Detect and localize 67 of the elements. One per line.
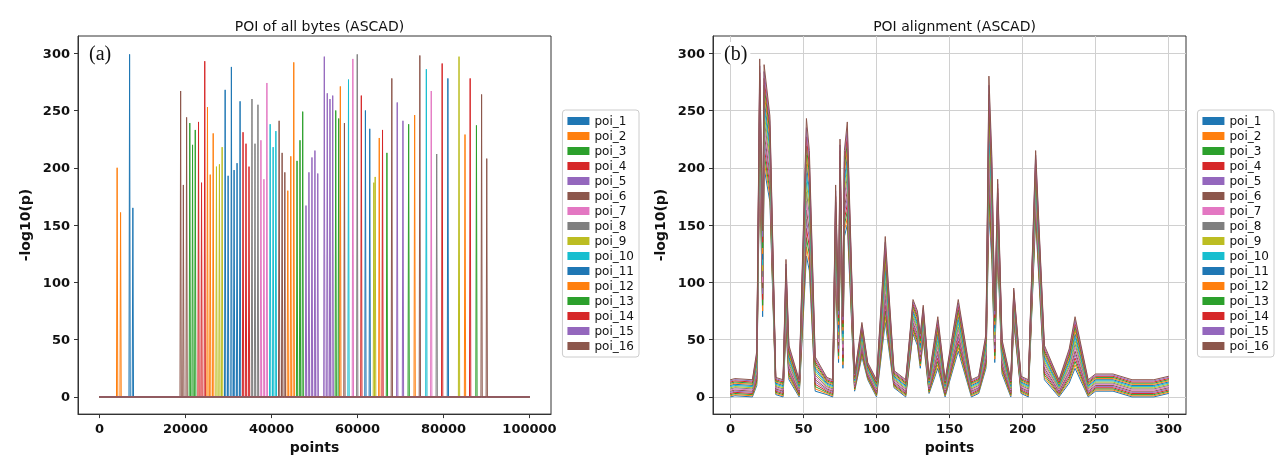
- legend-label: poi_3: [594, 144, 627, 158]
- legend-label: poi_10: [1229, 249, 1269, 263]
- x-tick-label: 100000: [502, 421, 557, 437]
- y-tick-label: 300: [42, 45, 70, 61]
- legend-label: poi_9: [594, 234, 627, 248]
- legend-label: poi_11: [594, 264, 634, 278]
- x-axis-title: points: [924, 439, 975, 455]
- legend-label: poi_8: [594, 219, 627, 233]
- x-tick-label: 0: [94, 421, 105, 437]
- x-tick-label: 150: [935, 421, 964, 437]
- legend-label: poi_11: [1229, 264, 1269, 278]
- legend-label: poi_16: [1229, 339, 1269, 353]
- legend-label: poi_4: [1229, 159, 1262, 173]
- legend-label: poi_14: [594, 309, 634, 323]
- x-tick-label: 100: [862, 421, 891, 437]
- y-tick-label: 0: [695, 389, 705, 405]
- x-tick-label: 200: [1008, 421, 1037, 437]
- x-tick-label: 20000: [162, 421, 209, 437]
- y-tick-label: 0: [60, 389, 70, 405]
- legend-label: poi_1: [1229, 114, 1262, 128]
- x-tick-label: 40000: [248, 421, 295, 437]
- legend-label: poi_6: [1229, 189, 1262, 203]
- y-axis-title: -log10(p): [651, 188, 668, 262]
- y-tick-label: 300: [677, 45, 705, 61]
- x-axis-title: points: [289, 439, 340, 455]
- y-tick-label: 150: [677, 217, 705, 233]
- legend-label: poi_4: [594, 159, 627, 173]
- legend-label: poi_5: [594, 174, 627, 188]
- legend-label: poi_13: [594, 294, 634, 308]
- y-tick-label: 250: [677, 102, 705, 118]
- annotation: (b): [724, 42, 748, 65]
- annotation: (a): [89, 42, 112, 65]
- x-tick-label: 50: [794, 421, 813, 437]
- legend-label: poi_5: [1229, 174, 1262, 188]
- y-axis-title: -log10(p): [16, 188, 33, 262]
- legend-label: poi_15: [594, 324, 634, 338]
- y-tick-label: 200: [42, 160, 70, 176]
- legend-label: poi_6: [594, 189, 627, 203]
- x-tick-label: 300: [1154, 421, 1183, 437]
- y-tick-label: 150: [42, 217, 70, 233]
- legend-label: poi_3: [1229, 144, 1262, 158]
- chart-title: POI alignment (ASCAD): [873, 18, 1036, 34]
- y-tick-label: 250: [42, 102, 70, 118]
- y-tick-label: 50: [51, 332, 70, 348]
- y-tick-label: 100: [677, 274, 705, 290]
- x-tick-label: 60000: [334, 421, 381, 437]
- legend-label: poi_10: [594, 249, 634, 263]
- legend-label: poi_13: [1229, 294, 1269, 308]
- y-tick-label: 50: [686, 332, 705, 348]
- x-tick-label: 80000: [420, 421, 467, 437]
- x-tick-label: 250: [1081, 421, 1110, 437]
- legend-label: poi_12: [594, 279, 634, 293]
- legend-label: poi_9: [1229, 234, 1262, 248]
- legend-label: poi_7: [594, 204, 627, 218]
- legend-label: poi_15: [1229, 324, 1269, 338]
- legend-label: poi_1: [594, 114, 627, 128]
- legend-label: poi_7: [1229, 204, 1262, 218]
- legend-label: poi_8: [1229, 219, 1262, 233]
- legend-label: poi_16: [594, 339, 634, 353]
- y-tick-label: 100: [42, 274, 70, 290]
- legend-label: poi_2: [1229, 129, 1262, 143]
- legend-label: poi_2: [594, 129, 627, 143]
- y-tick-label: 200: [677, 160, 705, 176]
- legend-label: poi_12: [1229, 279, 1269, 293]
- x-tick-label: 0: [726, 421, 736, 437]
- legend-label: poi_14: [1229, 309, 1269, 323]
- chart-title: POI of all bytes (ASCAD): [234, 18, 405, 34]
